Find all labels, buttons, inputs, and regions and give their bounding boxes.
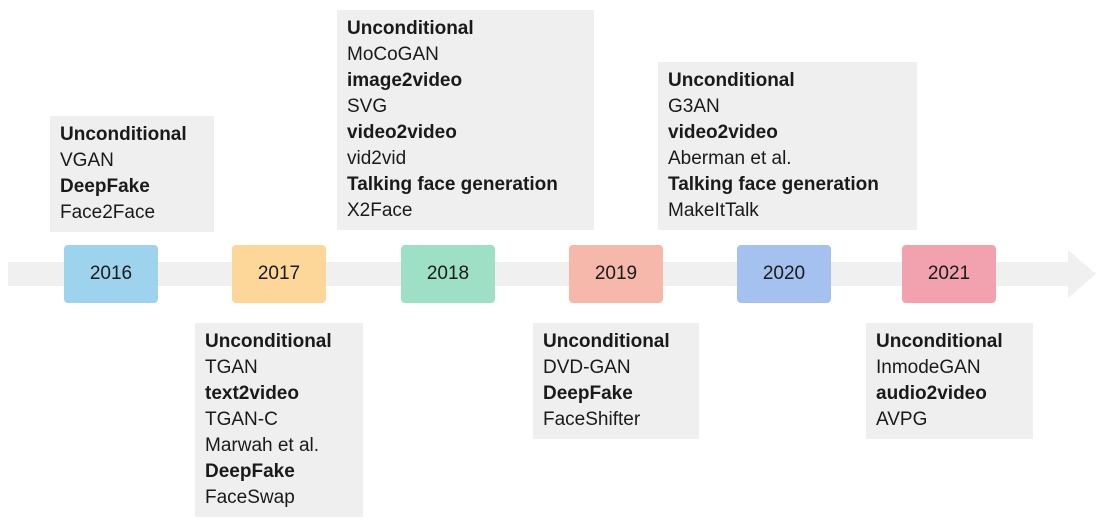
method-name: MakeItTalk <box>668 200 759 221</box>
method-name: G3AN <box>668 96 720 117</box>
method-name: InmodeGAN <box>876 357 981 378</box>
year-marker-2021: 2021 <box>902 245 996 303</box>
category-heading: Unconditional <box>60 124 187 145</box>
method-name: TGAN-C <box>205 409 278 430</box>
timeline-arrow-shaft <box>8 262 1068 286</box>
timeline-arrow-head <box>1068 250 1096 298</box>
category-heading: Talking face generation <box>347 174 558 195</box>
method-name: TGAN <box>205 357 258 378</box>
year-marker-2020: 2020 <box>737 245 831 303</box>
method-name: vid2vid <box>347 148 407 169</box>
methods-box-2016: Unconditional VGAN DeepFake Face2Face <box>50 116 214 232</box>
methods-box-2020: Unconditional G3AN video2video Aberman et a… <box>658 62 917 230</box>
category-heading: Unconditional <box>347 18 474 39</box>
method-name: SVG <box>347 96 388 117</box>
category-heading: DeepFake <box>543 383 633 404</box>
year-marker-2017: 2017 <box>232 245 326 303</box>
method-name: AVPG <box>876 409 928 430</box>
category-heading: Talking face generation <box>668 174 879 195</box>
category-heading: DeepFake <box>205 461 295 482</box>
method-name: DVD-GAN <box>543 357 631 378</box>
category-heading: video2video <box>668 122 778 143</box>
category-heading: text2video <box>205 383 299 404</box>
methods-box-2018: Unconditional MoCoGAN image2video SVG video2… <box>337 10 594 230</box>
methods-box-2019: Unconditional DVD-GAN DeepFake FaceShifter <box>533 323 699 439</box>
category-heading: Unconditional <box>876 331 1003 352</box>
year-marker-2016: 2016 <box>64 245 158 303</box>
category-heading: DeepFake <box>60 176 150 197</box>
method-name: FaceShifter <box>543 409 641 430</box>
category-heading: Unconditional <box>668 70 795 91</box>
category-heading: image2video <box>347 70 463 91</box>
category-heading: video2video <box>347 122 457 143</box>
method-name: Face2Face <box>60 202 156 223</box>
methods-box-2021: Unconditional InmodeGAN audio2video AVPG <box>866 323 1033 439</box>
method-name: Aberman et al. <box>668 148 792 169</box>
method-name: X2Face <box>347 200 413 221</box>
year-marker-2019: 2019 <box>569 245 663 303</box>
category-heading: Unconditional <box>543 331 670 352</box>
method-name: Marwah et al. <box>205 435 320 456</box>
methods-box-2017: Unconditional TGAN text2video TGAN-C Marwah … <box>195 323 363 517</box>
category-heading: Unconditional <box>205 331 332 352</box>
year-marker-2018: 2018 <box>401 245 495 303</box>
category-heading: audio2video <box>876 383 987 404</box>
method-name: VGAN <box>60 150 114 171</box>
method-name: MoCoGAN <box>347 44 439 65</box>
method-name: FaceSwap <box>205 487 295 508</box>
